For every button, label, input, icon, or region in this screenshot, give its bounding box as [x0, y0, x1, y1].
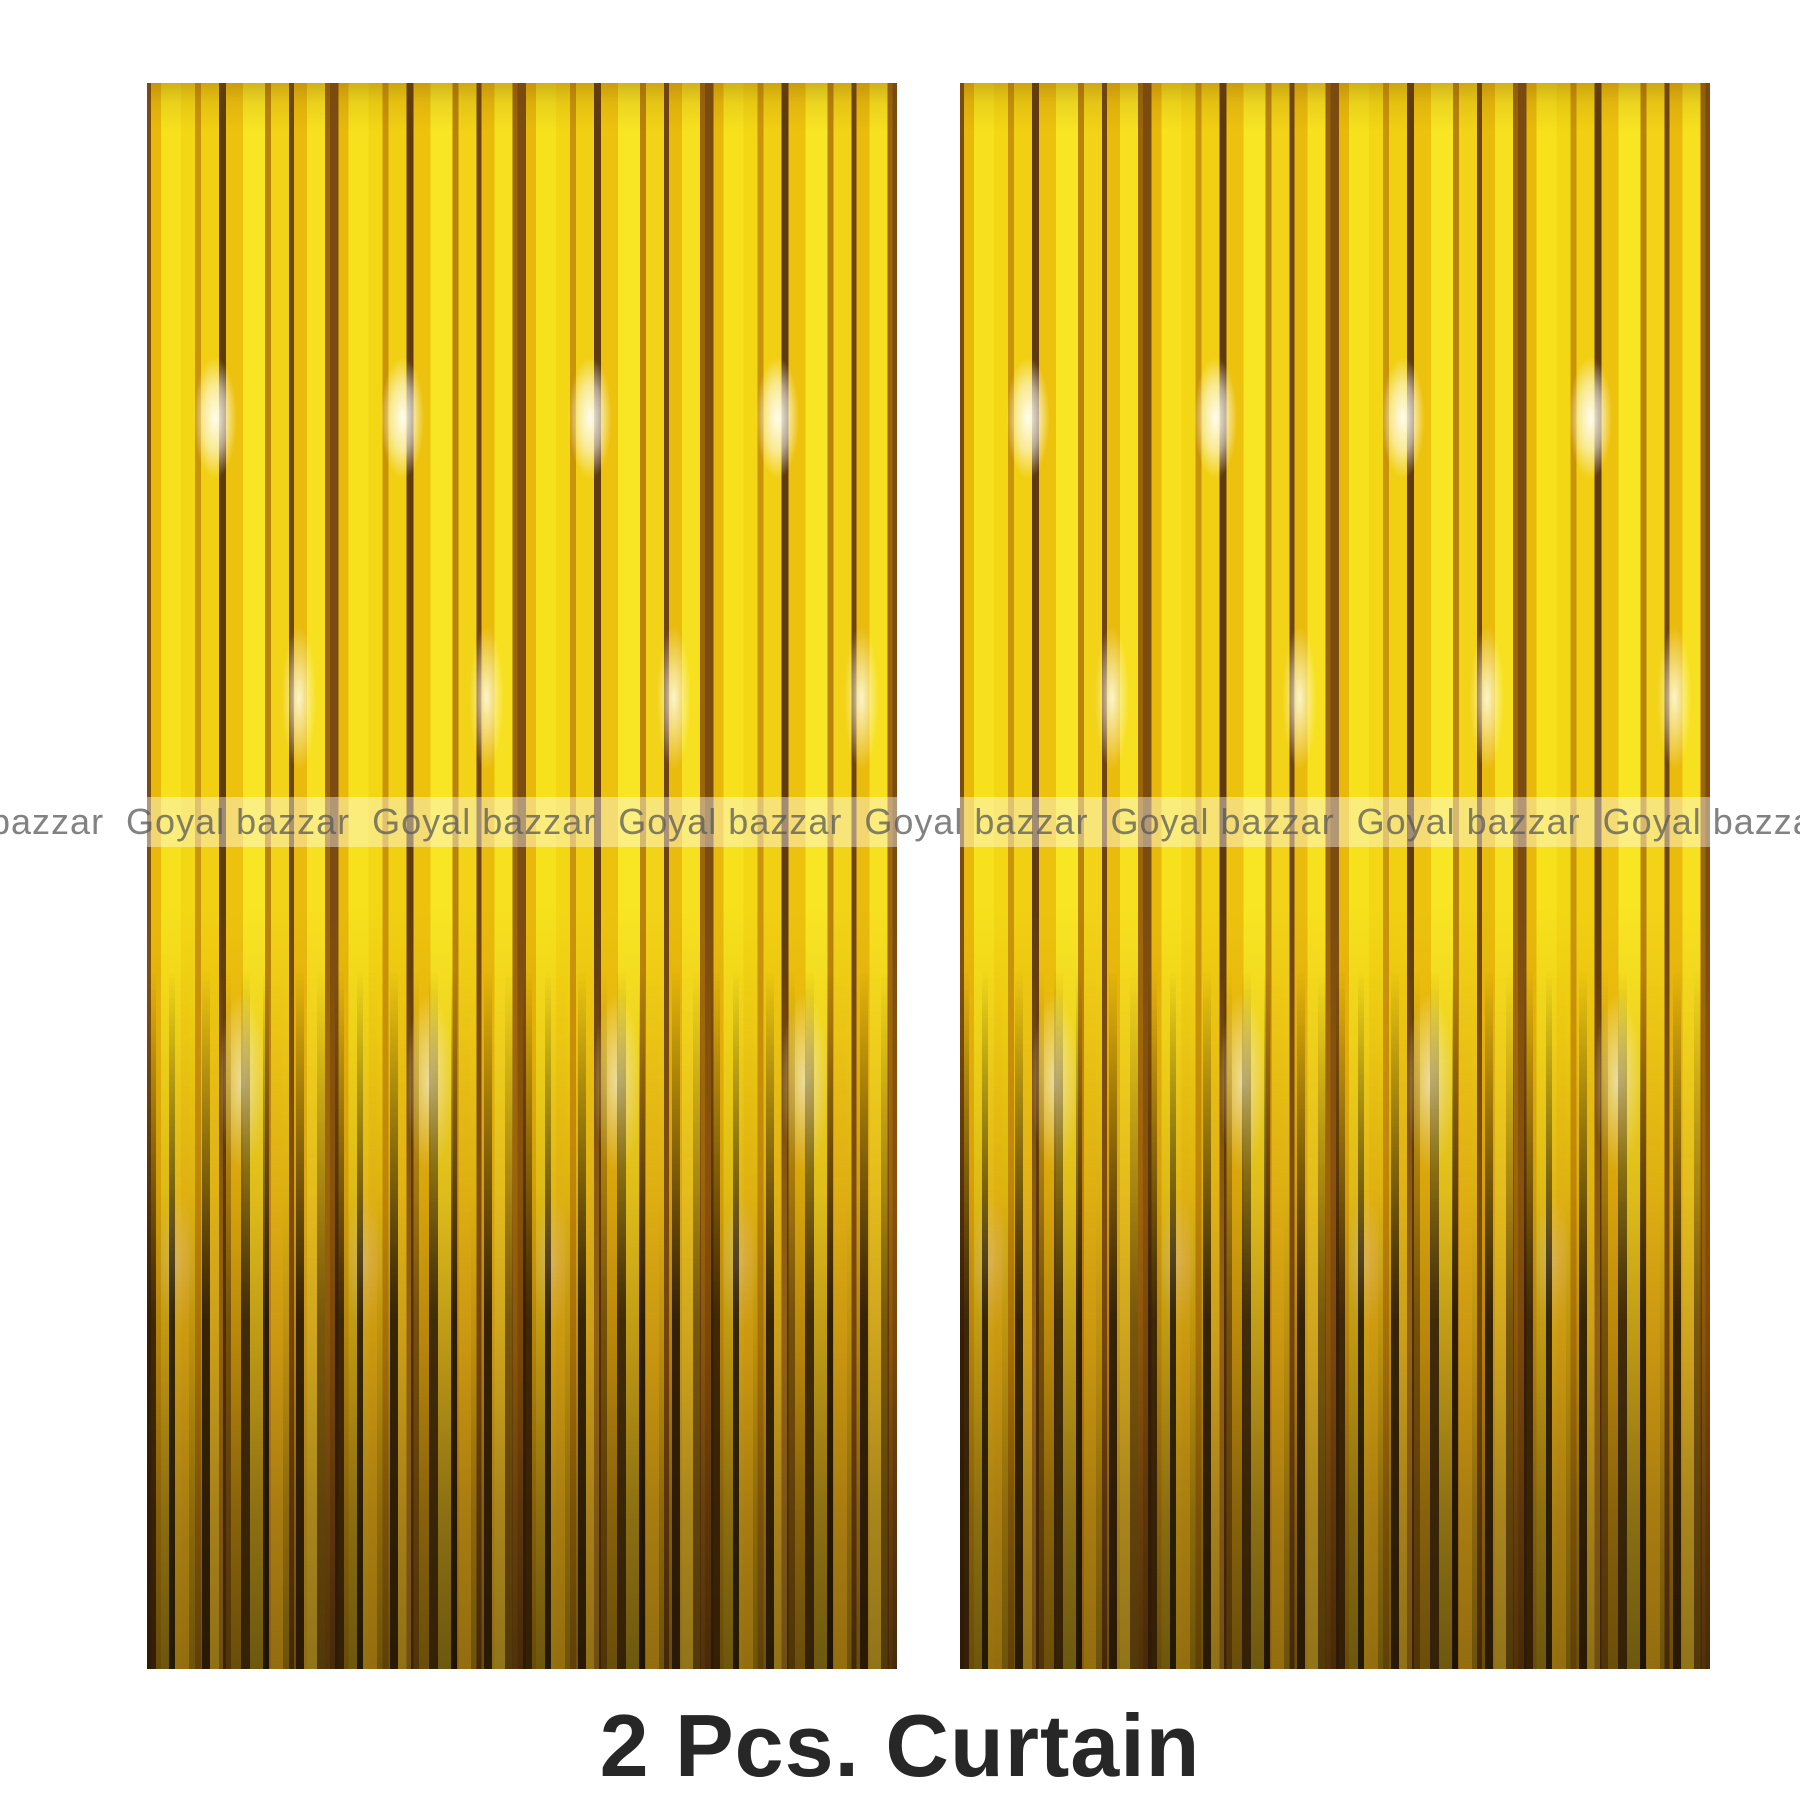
product-caption: 2 Pcs. Curtain	[599, 1696, 1201, 1795]
curtain-panel-left	[147, 83, 897, 1669]
curtain-panel-right	[960, 83, 1710, 1669]
watermark-band: bazzar Goyal bazzar Goyal bazzar Goyal b…	[0, 797, 1800, 847]
watermark-text: bazzar Goyal bazzar Goyal bazzar Goyal b…	[0, 801, 1800, 842]
